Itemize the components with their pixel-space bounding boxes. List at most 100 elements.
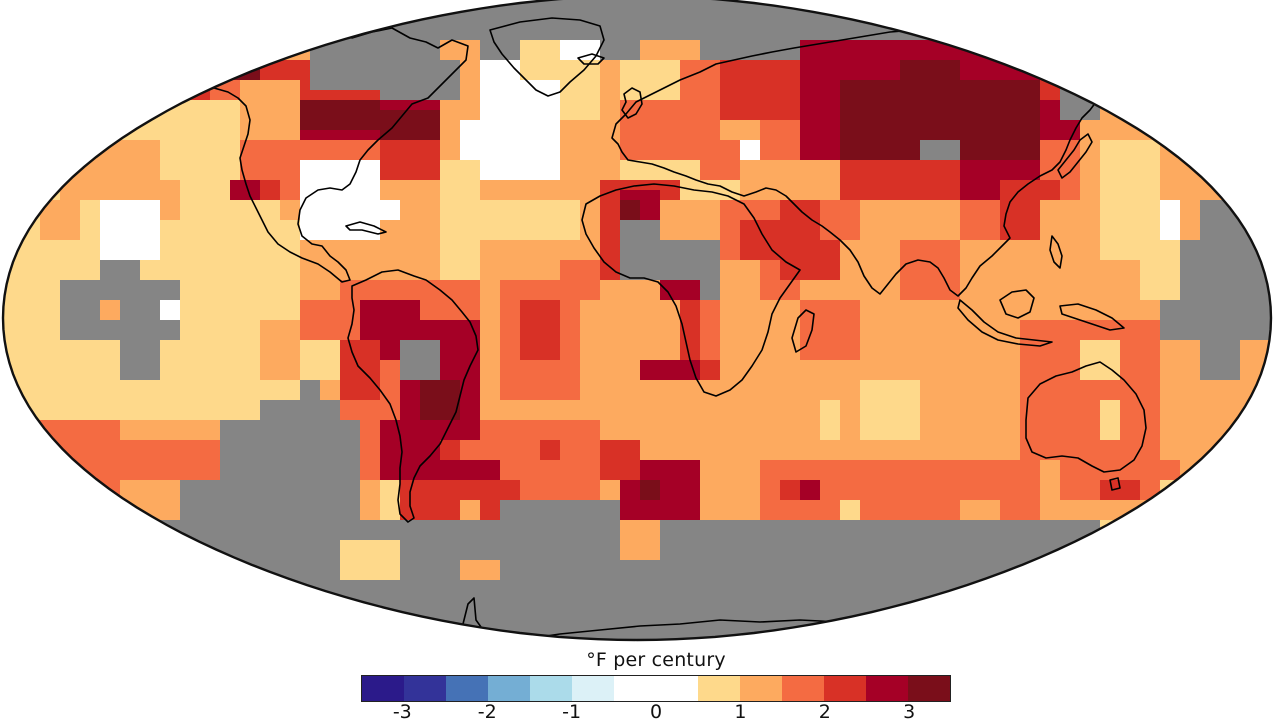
grid-cell — [100, 200, 160, 260]
grid-cell — [520, 300, 560, 360]
grid-cell — [440, 440, 460, 460]
grid-cell — [230, 180, 260, 200]
grid-cell — [900, 60, 960, 100]
grid-cell — [300, 380, 320, 400]
grid-cell — [960, 500, 1000, 520]
grid-cell — [360, 240, 440, 280]
coast-australia — [1025, 361, 1147, 473]
grid-cell — [1100, 480, 1140, 500]
legend-bin — [572, 676, 614, 701]
color-legend: °F per century -3 -2 -1 0 1 2 3 — [361, 647, 951, 722]
grid-cell — [1180, 340, 1200, 380]
grid-cell — [820, 400, 840, 440]
grid-cell — [800, 480, 820, 500]
grid-cell — [400, 480, 460, 520]
legend-bin — [740, 676, 782, 701]
coast-kamchatka — [1099, 61, 1117, 109]
legend-bin — [446, 676, 488, 701]
grid-cell — [300, 100, 380, 130]
grid-cell — [1080, 40, 1120, 80]
coast-south-america — [347, 269, 479, 523]
grid-cell — [1200, 340, 1240, 380]
grid-cell — [700, 140, 740, 180]
grid-cell — [500, 500, 620, 540]
grid-cell — [1160, 480, 1220, 540]
grid-cell — [1100, 400, 1120, 440]
world-map — [1, 0, 1273, 642]
legend-tick-label: -1 — [562, 701, 582, 723]
legend-colorbar — [361, 675, 951, 702]
legend-bin — [614, 676, 698, 701]
grid-cell — [460, 560, 500, 580]
grid-cell — [120, 340, 160, 380]
coast-iceland — [577, 53, 605, 65]
grid-cell — [3, 420, 120, 500]
grid-cell — [340, 540, 400, 580]
grid-cell — [460, 480, 500, 500]
coast-new-guinea — [1059, 303, 1125, 331]
grid-cell — [260, 320, 300, 380]
grid-cell — [860, 380, 920, 440]
coast-uk — [621, 87, 643, 119]
coast-africa — [581, 183, 801, 397]
grid-cell — [840, 500, 860, 520]
legend-bin — [866, 676, 908, 701]
grid-cell — [540, 440, 560, 460]
grid-cell — [380, 110, 440, 140]
grid-cell — [150, 80, 210, 100]
grid-cell — [420, 60, 460, 100]
legend-tick-label: 1 — [734, 701, 747, 723]
coast-madagascar — [791, 309, 815, 353]
legend-bin — [362, 676, 404, 701]
coast-sumatra-java — [957, 299, 1053, 347]
grid-cell — [160, 300, 180, 320]
legend-tick-label: -3 — [392, 701, 412, 723]
coast-new-zealand — [1205, 455, 1233, 489]
grid-cell — [400, 340, 440, 380]
coast-philippines — [1049, 235, 1063, 269]
grid-cell — [700, 300, 720, 360]
grid-cell — [1040, 200, 1100, 240]
grid-cell — [1100, 520, 1160, 560]
grid-cell — [1040, 60, 1060, 80]
coast-japan — [1057, 133, 1093, 179]
grid-cell — [1060, 80, 1100, 120]
coast-greenland — [489, 17, 605, 97]
grid-cell — [1080, 340, 1120, 380]
coast-tasmania — [1109, 477, 1121, 491]
grid-cell — [1000, 40, 1060, 60]
grid-cell — [560, 60, 600, 120]
grid-cell — [360, 200, 400, 220]
grid-cell — [800, 300, 860, 360]
grid-cell — [1160, 200, 1180, 240]
grid-cell — [1100, 140, 1160, 180]
grid-cell — [640, 360, 700, 380]
grid-cell — [100, 300, 120, 320]
grid-cell — [600, 440, 640, 480]
legend-bin — [824, 676, 866, 701]
legend-bin — [404, 676, 446, 701]
map-clip-group — [3, 0, 1271, 640]
legend-tick-label: 3 — [903, 701, 916, 723]
grid-cell — [840, 160, 960, 200]
grid-cell — [3, 500, 100, 540]
legend-bin — [908, 676, 950, 701]
grid-cell — [620, 520, 660, 560]
grid-cell — [100, 260, 140, 300]
legend-ticks: -3 -2 -1 0 1 2 3 — [361, 702, 951, 722]
legend-bin — [782, 676, 824, 701]
grid-cell — [1140, 240, 1180, 300]
map-canvas — [1, 0, 1273, 642]
grid-cell — [640, 480, 660, 500]
grid-cell — [260, 180, 280, 200]
grid-cell — [600, 40, 640, 60]
legend-tick-label: 2 — [818, 701, 831, 723]
grid-cell — [420, 380, 460, 420]
legend-tick-label: -2 — [477, 701, 497, 723]
grid-cell — [340, 340, 380, 400]
legend-title: °F per century — [586, 649, 726, 671]
grid-cell — [740, 140, 760, 160]
grid-cell — [560, 260, 600, 300]
legend-bin — [488, 676, 530, 701]
grid-cell — [240, 80, 300, 140]
